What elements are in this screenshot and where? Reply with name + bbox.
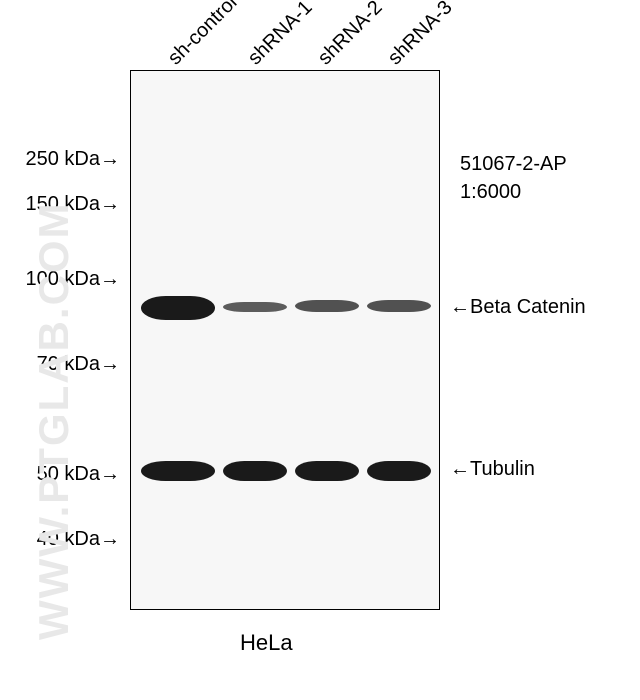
band [223, 302, 287, 312]
lane-label: sh-control [164, 0, 242, 70]
mw-marker-label: 150 kDa→ [10, 193, 120, 216]
lane-label: shRNA-1 [244, 0, 318, 70]
mw-marker-label: 100 kDa→ [10, 268, 120, 291]
blot-membrane [130, 70, 440, 610]
antibody-dilution: 1:6000 [460, 178, 567, 206]
lane-labels-group: sh-controlshRNA-1shRNA-2shRNA-3 [140, 10, 450, 70]
mw-marker-label: 50 kDa→ [10, 463, 120, 486]
band [295, 300, 359, 312]
mw-marker-label: 250 kDa→ [10, 148, 120, 171]
band [223, 461, 287, 481]
antibody-info: 51067-2-AP 1:6000 [460, 150, 567, 206]
band [367, 300, 431, 312]
band [367, 461, 431, 481]
lane-label: shRNA-2 [314, 0, 388, 70]
mw-marker-label: 40 kDa→ [10, 528, 120, 551]
band [141, 296, 215, 320]
target-band-label: ←Beta Catenin [450, 296, 586, 319]
band [295, 461, 359, 481]
band [141, 461, 215, 481]
lane-label: shRNA-3 [384, 0, 458, 70]
antibody-catalog: 51067-2-AP [460, 150, 567, 178]
mw-marker-label: 70 kDa→ [10, 353, 120, 376]
target-band-label: ←Tubulin [450, 458, 535, 481]
cell-line-label: HeLa [240, 630, 293, 656]
